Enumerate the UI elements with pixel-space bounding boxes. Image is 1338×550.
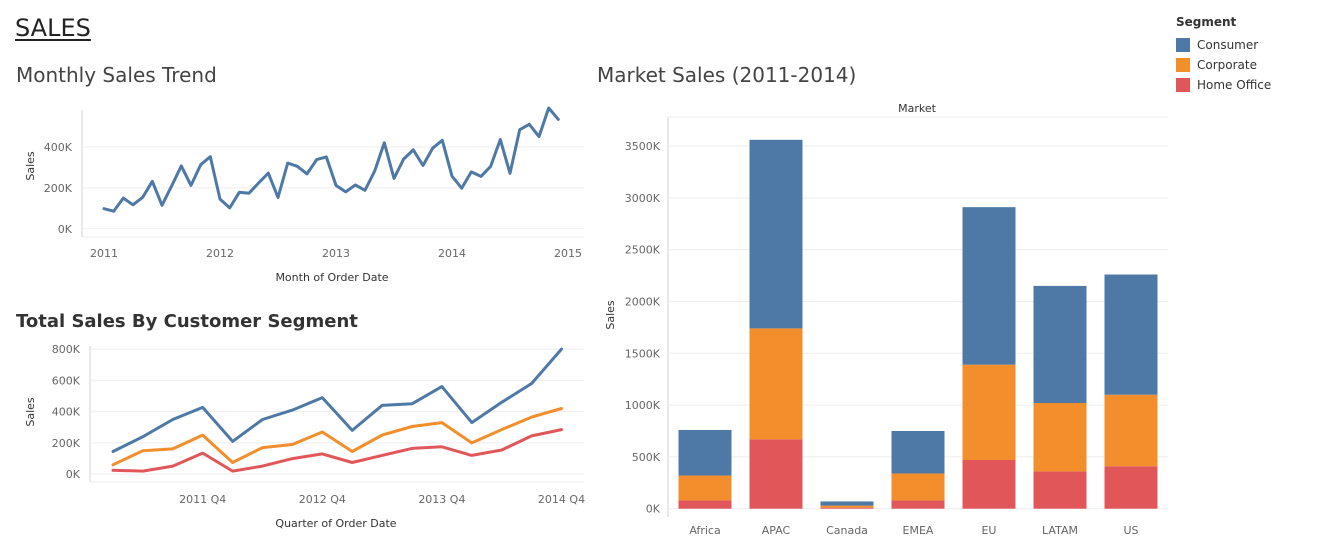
market-sales-title: Market Sales (2011-2014) <box>597 63 857 87</box>
market-x-tick-label: US <box>1123 524 1138 537</box>
bar-eu-corporate[interactable] <box>962 364 1016 461</box>
segment-line-corporate[interactable] <box>111 407 563 467</box>
market-y-tick-label: 500K <box>632 451 661 464</box>
segment-y-tick-label: 200K <box>52 437 81 450</box>
market-x-tick-label: EMEA <box>903 524 934 537</box>
market-sales-chart[interactable]: 0K 500K 1000K 1500K 2000K 2500K 3000K 3500K Afr… <box>596 95 1176 545</box>
market-y-tick-label: 2500K <box>625 244 661 257</box>
market-y-tick-label: 1000K <box>625 399 661 412</box>
segment-sales-chart[interactable]: 0K 200K 400K 600K 800K 2011 Q4 2012 Q4 2013 Q4… <box>0 340 590 540</box>
bar-africa-home-office[interactable] <box>678 500 732 509</box>
market-x-tick-label: Canada <box>826 524 868 537</box>
bar-apac-consumer[interactable] <box>749 139 803 329</box>
monthly-x-axis-title: Month of Order Date <box>275 271 388 284</box>
bar-canada-home-office[interactable] <box>820 507 874 509</box>
bar-africa-consumer[interactable] <box>678 429 732 476</box>
bar-emea-consumer[interactable] <box>891 430 945 474</box>
legend-item-home-office[interactable]: Home Office <box>1176 75 1271 95</box>
monthly-x-tick-label: 2015 <box>554 247 582 260</box>
segment-y-tick-label: 800K <box>52 343 81 356</box>
bar-eu-consumer[interactable] <box>962 207 1016 365</box>
legend-swatch-home-office <box>1176 78 1190 92</box>
monthly-x-tick-label: 2012 <box>206 247 234 260</box>
dashboard-title: SALES <box>15 14 91 42</box>
monthly-y-tick-label: 0K <box>58 223 73 236</box>
bar-emea-home-office[interactable] <box>891 500 945 509</box>
market-y-tick-label: 0K <box>646 503 661 516</box>
bar-africa-corporate[interactable] <box>678 475 732 501</box>
bar-us-home-office[interactable] <box>1104 466 1158 509</box>
segment-x-tick-label: 2011 Q4 <box>179 493 226 506</box>
market-x-tick-label: EU <box>981 524 996 537</box>
monthly-y-tick-label: 400K <box>44 141 73 154</box>
segment-x-axis-title: Quarter of Order Date <box>275 517 396 530</box>
monthly-x-tick-label: 2014 <box>438 247 466 260</box>
segment-legend[interactable]: Segment Consumer Corporate Home Office <box>1176 15 1271 95</box>
legend-title: Segment <box>1176 15 1237 29</box>
market-x-tick-label: APAC <box>762 524 791 537</box>
bar-apac-home-office[interactable] <box>749 439 803 509</box>
legend-label-consumer: Consumer <box>1197 38 1259 52</box>
market-x-tick-label: Africa <box>689 524 720 537</box>
bar-emea-corporate[interactable] <box>891 473 945 501</box>
segment-line-consumer[interactable] <box>111 347 563 453</box>
market-y-tick-label: 1500K <box>625 347 661 360</box>
bar-latam-consumer[interactable] <box>1033 285 1087 404</box>
segment-x-tick-label: 2012 Q4 <box>299 493 346 506</box>
bar-latam-corporate[interactable] <box>1033 403 1087 472</box>
monthly-sales-chart[interactable]: 0K 200K 400K 2011 2012 2013 2014 2015 Sales Mo… <box>0 90 590 290</box>
legend-item-consumer[interactable]: Consumer <box>1176 35 1271 55</box>
bar-us-corporate[interactable] <box>1104 394 1158 467</box>
segment-sales-title: Total Sales By Customer Segment <box>16 311 358 332</box>
segment-x-tick-label: 2013 Q4 <box>418 493 465 506</box>
market-y-axis-title: Sales <box>604 300 617 330</box>
bar-canada-corporate[interactable] <box>820 505 874 508</box>
legend-label-corporate: Corporate <box>1197 58 1257 72</box>
segment-line-home-office[interactable] <box>111 428 563 473</box>
legend-label-home-office: Home Office <box>1197 78 1272 92</box>
monthly-sales-title: Monthly Sales Trend <box>16 63 217 87</box>
bar-apac-corporate[interactable] <box>749 328 803 440</box>
monthly-y-axis-title: Sales <box>24 151 37 181</box>
bar-eu-home-office[interactable] <box>962 460 1016 509</box>
market-header-label: Market <box>898 102 936 115</box>
segment-y-tick-label: 600K <box>52 374 81 387</box>
monthly-sales-line[interactable] <box>102 106 560 213</box>
legend-swatch-consumer <box>1176 38 1190 52</box>
legend-item-corporate[interactable]: Corporate <box>1176 55 1271 75</box>
bar-latam-home-office[interactable] <box>1033 471 1087 509</box>
segment-x-tick-label: 2014 Q4 <box>538 493 585 506</box>
market-x-tick-label: LATAM <box>1042 524 1078 537</box>
monthly-x-tick-label: 2013 <box>322 247 350 260</box>
bar-us-consumer[interactable] <box>1104 274 1158 395</box>
bar-canada-consumer[interactable] <box>820 501 874 506</box>
market-y-tick-label: 2000K <box>625 295 661 308</box>
segment-y-axis-title: Sales <box>24 397 37 427</box>
monthly-x-tick-label: 2011 <box>90 247 118 260</box>
market-y-tick-label: 3000K <box>625 192 661 205</box>
legend-swatch-corporate <box>1176 58 1190 72</box>
monthly-y-tick-label: 200K <box>44 182 73 195</box>
market-y-tick-label: 3500K <box>625 140 661 153</box>
segment-y-tick-label: 0K <box>66 468 81 481</box>
segment-y-tick-label: 400K <box>52 406 81 419</box>
